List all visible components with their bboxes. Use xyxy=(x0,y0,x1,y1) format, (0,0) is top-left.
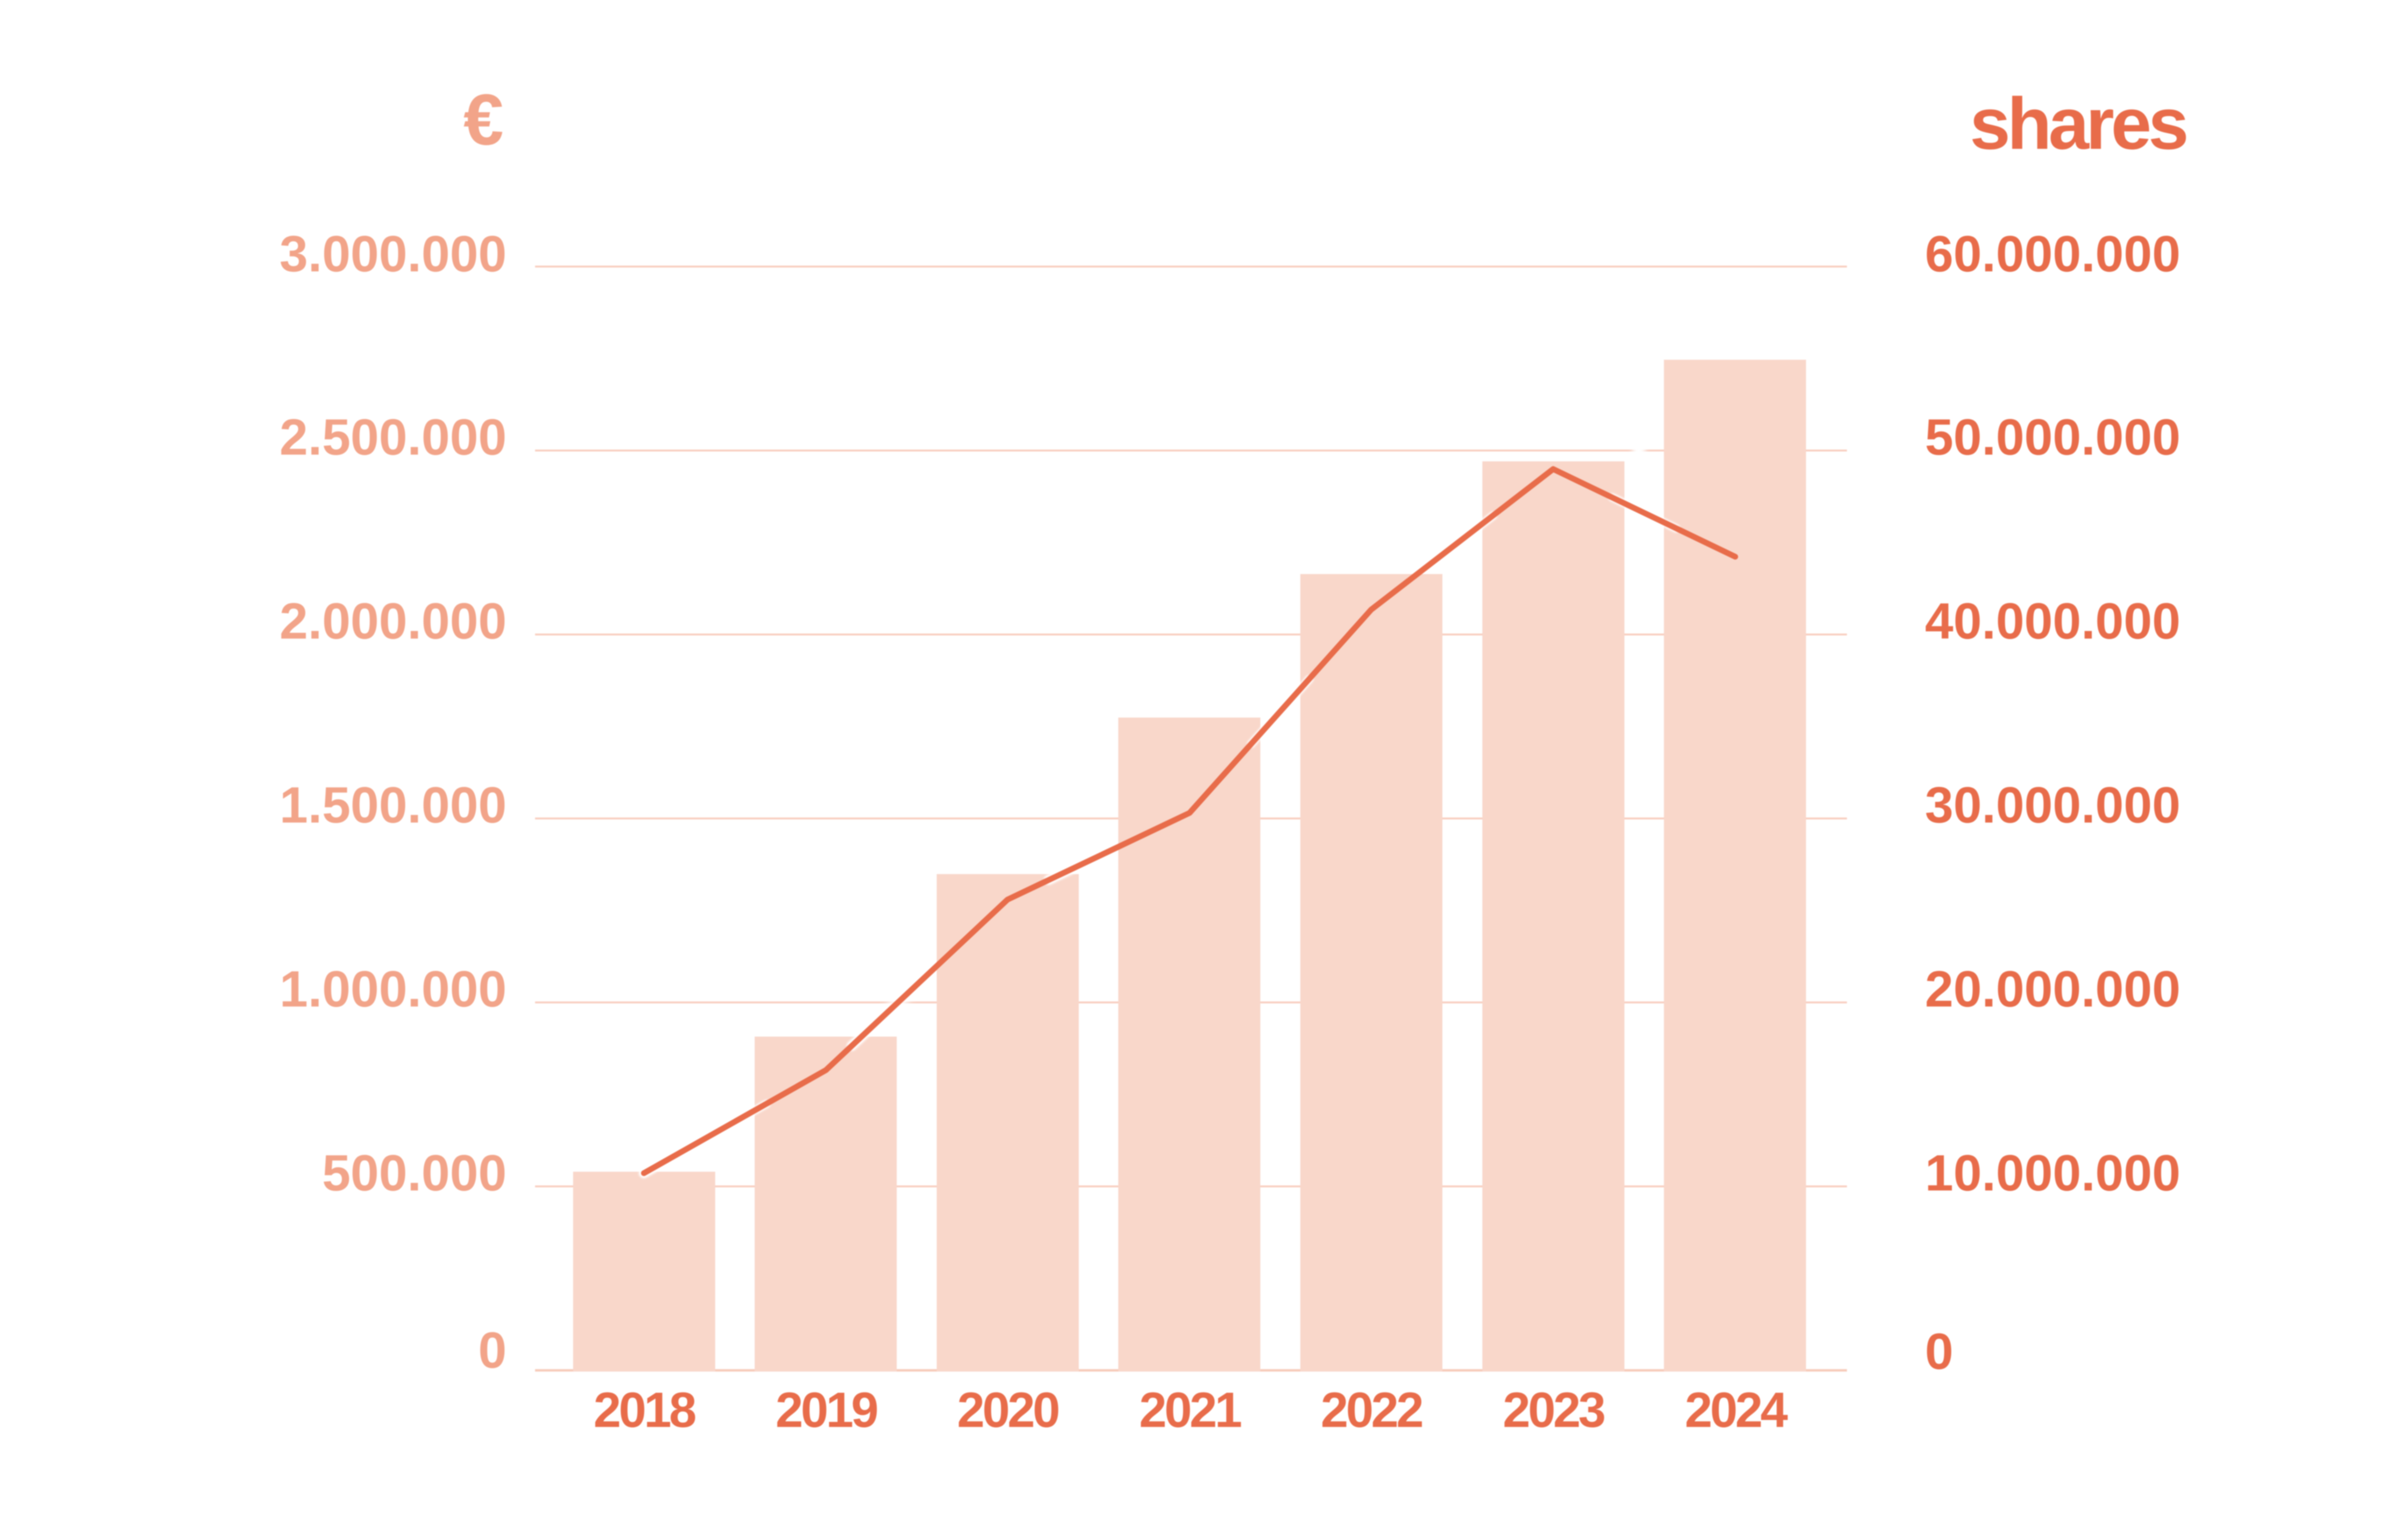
svg-text:0: 0 xyxy=(478,1322,507,1379)
svg-text:2024: 2024 xyxy=(1685,1382,1788,1438)
svg-text:20.000.000: 20.000.000 xyxy=(1925,961,2181,1018)
svg-text:2021: 2021 xyxy=(1139,1382,1241,1438)
svg-text:50.000.000: 50.000.000 xyxy=(1925,409,2181,466)
svg-text:40.000.000: 40.000.000 xyxy=(1925,593,2181,650)
svg-text:30.000.000: 30.000.000 xyxy=(1925,777,2181,834)
svg-text:2.000.000: 2.000.000 xyxy=(279,593,507,650)
svg-text:2020: 2020 xyxy=(957,1382,1059,1438)
svg-text:2023: 2023 xyxy=(1503,1382,1604,1438)
svg-text:1.000.000: 1.000.000 xyxy=(279,961,507,1018)
svg-text:2022: 2022 xyxy=(1321,1382,1422,1438)
svg-text:10.000.000: 10.000.000 xyxy=(1925,1145,2181,1202)
svg-text:shares: shares xyxy=(1970,83,2186,165)
svg-text:3.000.000: 3.000.000 xyxy=(279,226,507,283)
svg-text:2019: 2019 xyxy=(775,1382,877,1438)
svg-text:500.000: 500.000 xyxy=(322,1145,507,1202)
svg-text:60.000.000: 60.000.000 xyxy=(1925,226,2181,283)
svg-text:0: 0 xyxy=(1925,1323,1953,1380)
svg-text:2.500.000: 2.500.000 xyxy=(279,409,507,466)
svg-text:€: € xyxy=(463,79,503,160)
svg-text:2018: 2018 xyxy=(593,1382,695,1438)
svg-text:1.500.000: 1.500.000 xyxy=(279,777,507,834)
